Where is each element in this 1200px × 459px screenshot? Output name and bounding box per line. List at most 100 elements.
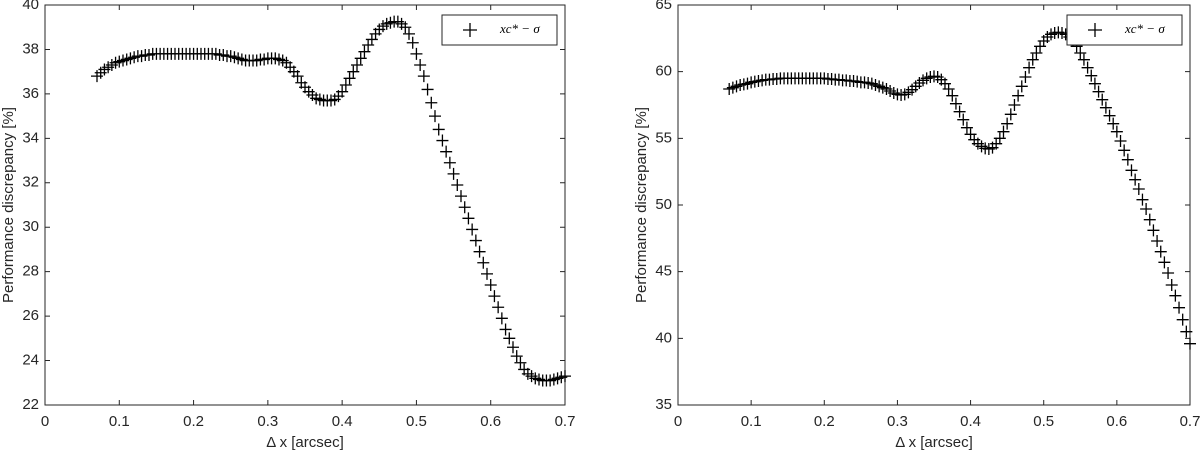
plus-marker	[1107, 117, 1120, 130]
plus-marker	[1074, 47, 1087, 59]
x-tick-label: 0.2	[183, 413, 204, 430]
plus-marker	[503, 332, 516, 345]
plus-marker	[993, 132, 1006, 145]
plus-marker	[1158, 256, 1171, 269]
plus-marker	[421, 83, 434, 96]
x-tick-label: 0.4	[332, 413, 353, 430]
plus-marker	[1125, 164, 1138, 177]
x-tick-label: 0.6	[1106, 413, 1127, 430]
plus-marker	[1023, 61, 1036, 74]
plus-marker	[429, 110, 441, 123]
legend-box	[441, 14, 558, 46]
legend-label: xc* − σ	[499, 21, 540, 36]
y-tick-label: 65	[655, 0, 672, 13]
plus-marker	[443, 156, 456, 169]
plus-marker	[336, 85, 349, 98]
plus-marker	[1030, 47, 1043, 59]
plus-marker	[1004, 108, 1017, 121]
plus-marker	[343, 72, 356, 85]
plot-area	[44, 4, 566, 406]
y-tick-label: 38	[22, 40, 39, 57]
plus-marker	[410, 47, 423, 60]
legend-marker	[463, 23, 477, 37]
y-tick-label: 60	[655, 63, 672, 80]
plus-marker	[1019, 71, 1032, 83]
x-tick-label: 0.1	[741, 413, 762, 430]
x-tick-label: 0	[41, 413, 49, 430]
plus-marker	[399, 21, 412, 34]
plus-marker	[1140, 203, 1153, 215]
x-tick-label: 0.7	[1180, 413, 1200, 430]
plus-marker	[997, 125, 1010, 138]
plus-marker	[1110, 125, 1123, 138]
plus-marker	[462, 212, 475, 225]
plus-marker	[466, 223, 479, 236]
plus-marker	[414, 59, 427, 71]
plus-marker	[1077, 53, 1090, 66]
plus-marker	[473, 245, 486, 258]
plus-marker	[957, 113, 970, 126]
plus-marker	[1092, 85, 1105, 98]
plus-marker	[1085, 69, 1098, 82]
plus-marker	[417, 70, 430, 83]
plus-marker	[1136, 193, 1149, 206]
plus-marker	[1162, 267, 1175, 279]
plus-marker	[1103, 109, 1116, 122]
plus-marker	[481, 267, 493, 280]
x-tick-label: 0.1	[109, 413, 130, 430]
y-tick-label: 22	[22, 396, 39, 413]
plus-marker	[1015, 80, 1028, 93]
plus-marker	[1012, 89, 1025, 102]
plus-marker	[1147, 224, 1160, 237]
plus-marker	[953, 105, 966, 118]
plus-marker	[436, 134, 449, 147]
plus-marker	[559, 370, 571, 383]
y-tick-label: 24	[22, 352, 39, 369]
plus-marker	[1173, 301, 1186, 314]
y-tick-label: 40	[655, 329, 672, 346]
y-tick-label: 40	[22, 0, 39, 13]
plus-marker	[946, 89, 959, 102]
plus-marker	[1081, 61, 1094, 74]
x-tick-label: 0.2	[814, 413, 835, 430]
legend-label: xc* − σ	[1124, 21, 1165, 36]
plus-marker	[291, 70, 304, 83]
x-tick-label: 0.5	[406, 413, 427, 430]
x-tick-label: 0.6	[480, 413, 501, 430]
plot-area	[677, 4, 1191, 406]
plus-marker	[425, 96, 438, 109]
plus-marker	[492, 301, 505, 314]
plus-marker	[1154, 245, 1167, 258]
plus-marker	[1180, 325, 1193, 338]
y-tick-label: 34	[22, 129, 39, 146]
x-tick-label: 0.5	[1033, 413, 1054, 430]
plus-marker	[960, 121, 973, 134]
plus-marker	[1114, 135, 1127, 147]
x-tick-label: 0.3	[887, 413, 908, 430]
plus-marker	[1096, 93, 1109, 106]
plus-marker	[1176, 313, 1189, 326]
plus-marker	[455, 190, 467, 203]
plus-marker	[1121, 153, 1134, 166]
plus-marker	[358, 45, 371, 58]
y-tick-label: 36	[22, 85, 39, 102]
plus-marker	[1099, 101, 1112, 114]
plus-marker	[469, 234, 482, 247]
plus-marker	[949, 97, 962, 110]
plus-marker	[354, 52, 367, 65]
legend-marker	[1088, 23, 1102, 37]
plus-marker	[1151, 235, 1164, 247]
plus-marker	[1169, 289, 1182, 302]
x-axis-label: Δ x [arcsec]	[895, 434, 973, 451]
plus-marker	[440, 145, 453, 158]
legend-box	[1066, 14, 1183, 46]
plus-marker	[406, 36, 419, 49]
x-tick-label: 0.3	[257, 413, 278, 430]
x-tick-label: 0.4	[960, 413, 981, 430]
y-tick-label: 55	[655, 129, 672, 146]
plus-marker	[495, 312, 508, 325]
plus-marker	[1132, 183, 1145, 195]
y-tick-label: 35	[655, 396, 672, 413]
y-tick-label: 30	[22, 218, 39, 235]
y-tick-label: 50	[655, 196, 672, 213]
